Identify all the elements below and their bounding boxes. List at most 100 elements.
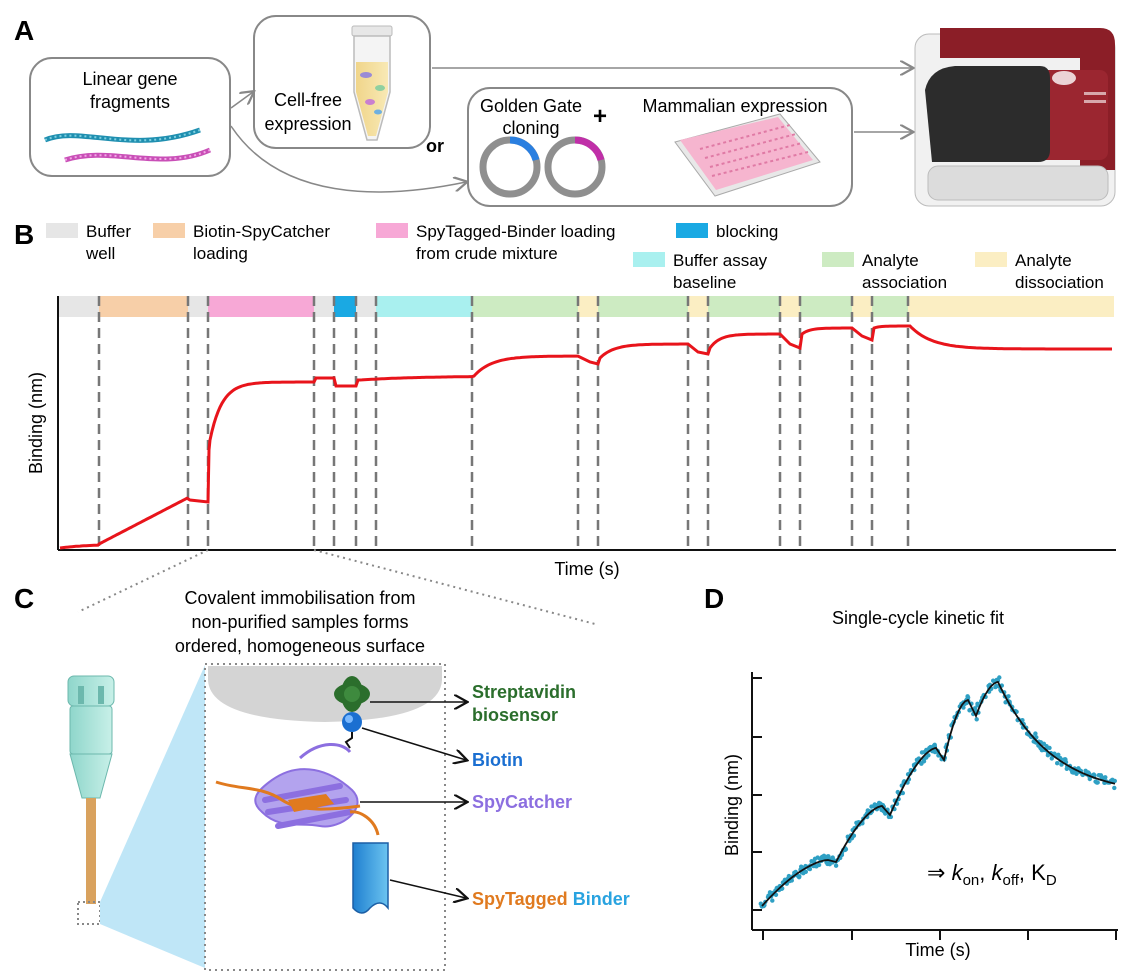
spytagged-label: SpyTagged (472, 889, 568, 909)
legend-text: Buffer (86, 222, 131, 241)
legend-text: well (85, 244, 115, 263)
legend-text: blocking (716, 222, 778, 241)
legend-item-5: Analyte association (822, 251, 947, 292)
legend-text: from crude mixture (416, 244, 558, 263)
bli-instrument-icon (914, 28, 1116, 207)
d-data-point (1098, 773, 1104, 778)
streptavidin-label-line1: Streptavidin (472, 682, 576, 702)
spytagged-binder-label: SpyTagged Binder (472, 889, 630, 909)
plasmid-icon-magenta (544, 136, 606, 198)
d-data-point (1103, 775, 1108, 780)
b-y-axis-label: Binding (nm) (26, 372, 46, 474)
spycatcher-label: SpyCatcher (472, 792, 572, 812)
dna-strands-icon (44, 127, 212, 163)
d-data-point (1059, 762, 1064, 767)
streptavidin-label-line2: biosensor (472, 705, 558, 725)
d-data-point (1047, 745, 1052, 751)
cell-free-label-line2: expression (264, 114, 351, 134)
caption-line2: non-purified samples forms (191, 612, 408, 632)
d-data-point (833, 863, 839, 868)
spycatcher-protein-icon (215, 743, 380, 836)
phase-band (356, 296, 376, 317)
d-x-axis-label: Time (s) (905, 940, 970, 960)
kd-sub: D (1046, 872, 1057, 889)
d-data-point (809, 859, 814, 864)
panel-b-plot: Binding (nm) Time (s) (26, 296, 1116, 579)
d-ticks (752, 677, 1117, 940)
legend-text: loading (193, 244, 248, 263)
golden-gate-label-line2: cloning (502, 118, 559, 138)
legend-item-6: Analyte dissociation (975, 251, 1104, 292)
panel-a-label: A (14, 15, 34, 46)
phase-band (780, 296, 800, 317)
phase-band (598, 296, 688, 317)
legend-swatch (46, 223, 78, 238)
d-data-point (1112, 785, 1117, 791)
d-data-point (975, 701, 980, 706)
k-on-k: k (952, 860, 964, 885)
d-data-point (968, 707, 973, 713)
comma-2: , (1019, 860, 1025, 885)
golden-gate-mammalian-box: Golden Gate cloning + Mammalian expressi… (467, 87, 853, 207)
phase-band (852, 296, 872, 317)
d-data-point (1003, 700, 1008, 705)
d-data-point (1112, 778, 1118, 784)
d-y-axis-label: Binding (nm) (722, 754, 742, 856)
d-data-point (1087, 776, 1093, 782)
caption-line3: ordered, homogeneous surface (175, 636, 425, 656)
biotin-icon (342, 712, 362, 749)
legend-text: association (862, 273, 947, 292)
phase-band (872, 296, 908, 317)
legend-swatch (676, 223, 708, 238)
legend-swatch (153, 223, 185, 238)
d-data-point (1006, 694, 1011, 699)
phase-boundaries (97, 296, 910, 550)
legend-item-2: SpyTagged-Binder loading from crude mixtu… (376, 222, 615, 263)
phase-band (800, 296, 852, 317)
binder-label: Binder (573, 889, 630, 909)
phase-band (58, 296, 99, 317)
d-data-point (872, 802, 877, 807)
d-title: Single-cycle kinetic fit (832, 608, 1004, 628)
binder-icon (352, 842, 389, 914)
legend-text: baseline (673, 273, 736, 292)
d-data-point (926, 753, 931, 758)
phase-band (334, 296, 356, 317)
golden-gate-label-line1: Golden Gate (480, 96, 582, 116)
phase-band (376, 296, 472, 317)
panel-b-label: B (14, 219, 34, 250)
comma-1: , (979, 860, 985, 885)
panel-a-arrows (230, 68, 912, 193)
streptavidin-icon (334, 676, 370, 712)
d-data-point (797, 874, 802, 879)
phase-band (908, 296, 1114, 317)
gene-fragments-label-line2: fragments (90, 92, 170, 112)
d-data-point (1064, 766, 1070, 771)
cell-free-box: Cell-free expression (253, 15, 431, 149)
d-data-point (895, 789, 900, 795)
phase-band (314, 296, 334, 317)
legend-item-0: Buffer well (46, 222, 131, 263)
plus-sign: + (593, 103, 607, 130)
legend-text: Biotin-SpyCatcher (193, 222, 330, 241)
mammalian-label: Mammalian expression (642, 96, 827, 116)
panel-d-label: D (704, 583, 724, 614)
d-data-point (803, 869, 808, 874)
biosensor-probe-icon (67, 665, 205, 968)
gene-fragments-label-line1: Linear gene (82, 69, 177, 89)
legend-swatch (376, 223, 408, 238)
legend-item-4: Buffer assay baseline (633, 251, 768, 292)
panel-d-plot: Binding (nm) Time (s) ⇒ kon, koff, KD (722, 672, 1118, 960)
phase-band (188, 296, 208, 317)
legend-text: dissociation (1015, 273, 1104, 292)
k-off-k: k (992, 860, 1004, 885)
legend-text: Analyte (862, 251, 919, 270)
b-x-axis-label: Time (s) (554, 559, 619, 579)
k-on-sub: on (963, 872, 980, 889)
panel-c-label: C (14, 583, 34, 614)
implies-arrow: ⇒ (927, 860, 945, 885)
caption-line1: Covalent immobilisation from (184, 588, 415, 608)
d-data-point (1056, 752, 1061, 757)
phase-band (472, 296, 578, 317)
